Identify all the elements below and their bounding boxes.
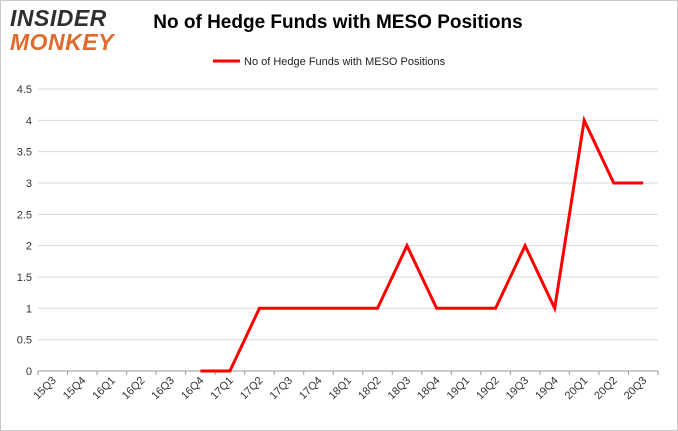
data-point (317, 307, 319, 309)
data-point (613, 182, 615, 184)
x-tick-label: 17Q2 (238, 375, 266, 403)
x-tick-label: 18Q4 (415, 375, 443, 403)
data-point (524, 244, 526, 246)
x-tick-label: 17Q4 (297, 375, 325, 403)
series-line (200, 115, 644, 373)
legend-label: No of Hedge Funds with MESO Positions (244, 56, 446, 68)
x-tick-label: 20Q3 (622, 375, 650, 403)
data-series (199, 115, 644, 373)
chart-title: No of Hedge Funds with MESO Positions (153, 12, 523, 33)
x-tick-label: 19Q3 (504, 375, 532, 403)
data-point (376, 307, 378, 309)
data-point (347, 307, 349, 309)
data-point (435, 307, 437, 309)
x-tick-label: 16Q2 (120, 375, 148, 403)
x-axis-tick-labels: 15Q3 15Q4 16Q1 16Q2 16Q3 16Q4 17Q1 17Q2 17Q3 17Q4… (31, 375, 649, 403)
x-tick-label: 19Q2 (474, 375, 502, 403)
y-tick-label: 4.5 (17, 84, 32, 96)
x-tick-label: 19Q4 (533, 375, 561, 403)
insider-monkey-logo: INSIDER MONKEY (8, 3, 126, 55)
y-tick-label: 0 (26, 366, 32, 378)
x-tick-label: 18Q1 (327, 375, 355, 403)
y-tick-label: 4 (26, 115, 32, 127)
data-point (465, 307, 467, 309)
x-tick-label: 16Q1 (90, 375, 118, 403)
data-point (406, 244, 408, 246)
y-tick-label: 2.5 (17, 209, 32, 221)
y-tick-label: 2 (26, 241, 32, 253)
data-point (258, 307, 260, 309)
x-tick-label: 16Q3 (149, 375, 177, 403)
x-tick-label: 19Q1 (445, 375, 473, 403)
data-point (199, 370, 201, 372)
y-tick-label: 3.5 (17, 147, 32, 159)
x-tick-label: 18Q3 (386, 375, 414, 403)
x-tick-label: 17Q1 (209, 375, 237, 403)
x-tick-label: 16Q4 (179, 375, 207, 403)
y-tick-label: 0.5 (17, 335, 32, 347)
y-tick-label: 1.5 (17, 272, 32, 284)
data-point (288, 307, 290, 309)
data-point (642, 182, 644, 184)
x-tick-label: 15Q3 (31, 375, 59, 403)
x-tick-label: 18Q2 (356, 375, 384, 403)
data-point (229, 370, 231, 372)
y-tick-label: 3 (26, 178, 32, 190)
x-tick-label: 15Q4 (61, 375, 89, 403)
logo-line-1: INSIDER (10, 5, 107, 31)
x-tick-label: 20Q1 (563, 375, 591, 403)
y-tick-label: 1 (26, 303, 32, 315)
logo-line-2: MONKEY (10, 29, 114, 55)
gridlines (38, 88, 658, 341)
x-tick-label: 20Q2 (592, 375, 620, 403)
y-axis-tick-labels: 0 0.5 1 1.5 2 2.5 3 3.5 4 4.5 (17, 84, 32, 378)
x-tick-label: 17Q3 (268, 375, 296, 403)
data-point (583, 119, 585, 121)
legend: No of Hedge Funds with MESO Positions (213, 56, 446, 68)
data-point (553, 307, 555, 309)
axes (37, 370, 659, 375)
data-point (494, 307, 496, 309)
